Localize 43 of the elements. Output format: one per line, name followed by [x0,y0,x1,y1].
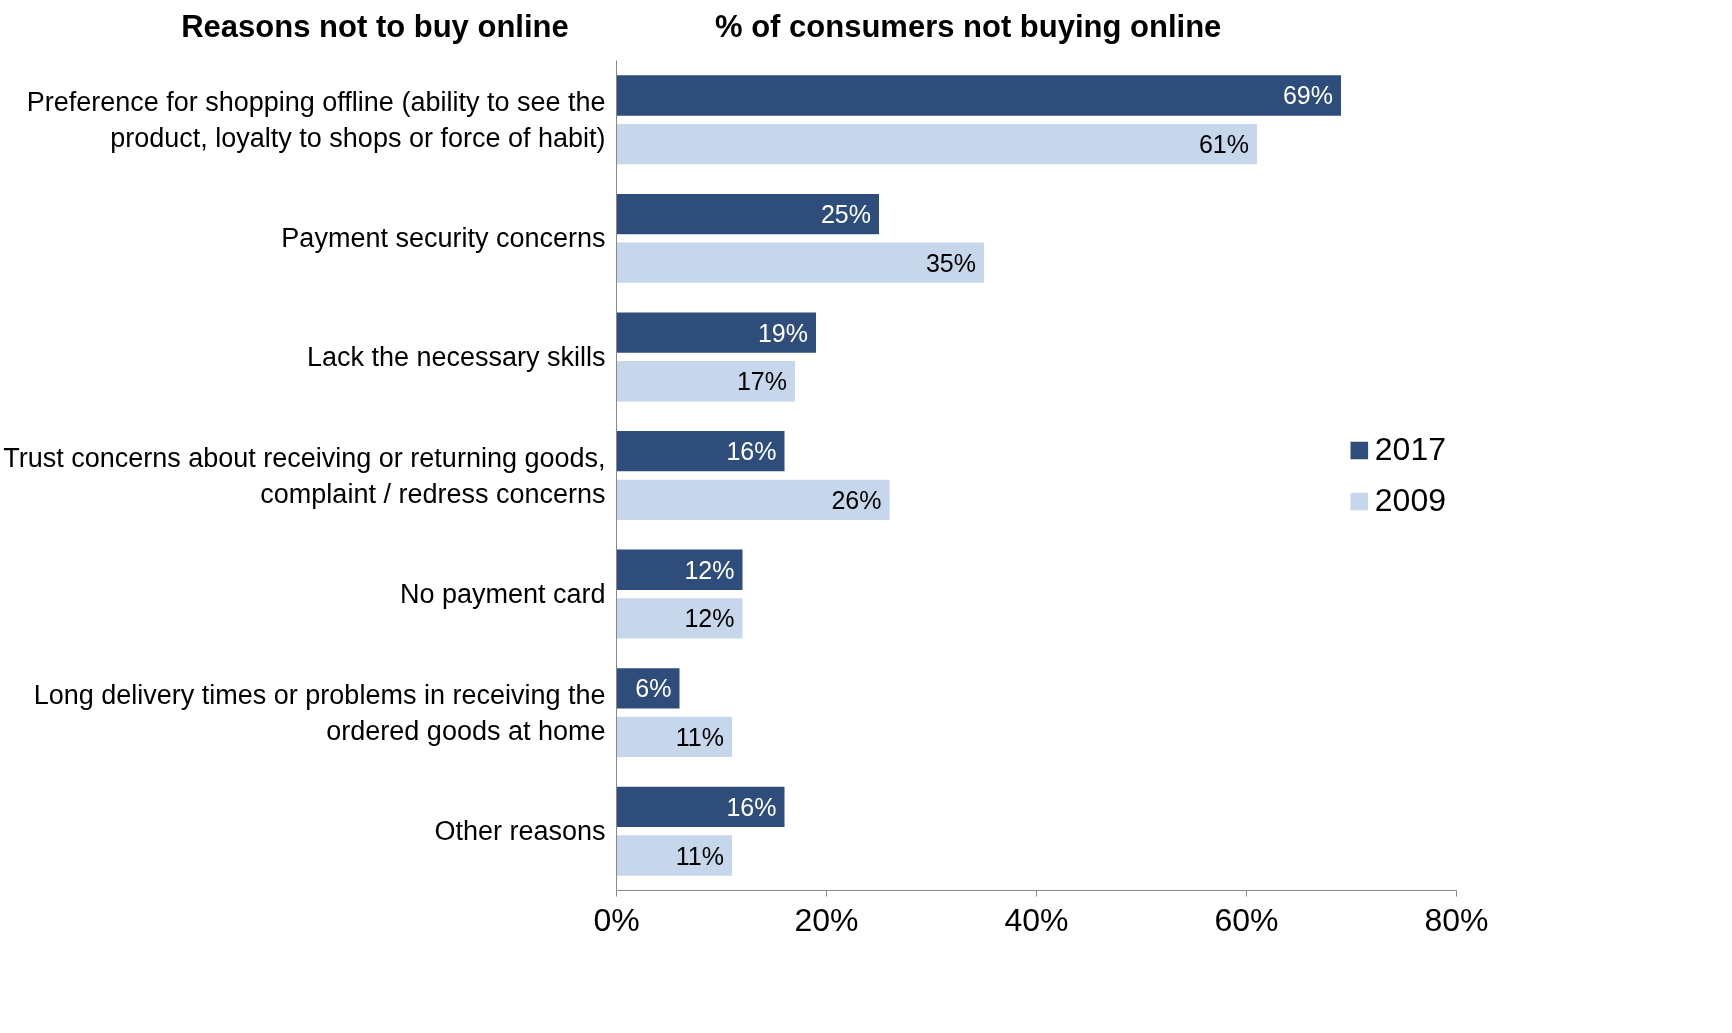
bar [616,549,743,590]
y-axis-title: Reasons not to buy online [181,8,569,46]
bar [616,479,890,520]
data-label: 25% [820,200,872,229]
bar [616,312,816,353]
bar [616,786,785,828]
x-tick-label: 0% [593,901,640,938]
data-label: 12% [684,604,735,633]
data-label: 11% [675,841,725,870]
bar [616,193,879,235]
data-label: 69% [1282,81,1334,110]
y-tick-label: Payment security concerns [281,223,606,254]
data-label: 26% [831,485,882,514]
bar [616,431,785,472]
legend-label: 2009 [1374,482,1446,519]
data-label: 16% [726,437,777,466]
data-label: 12% [684,555,735,584]
data-label: 19% [757,318,809,347]
data-label: 17% [736,367,788,396]
y-tick-label: Preference for shopping offline (ability to see the product, loyalty to shops or force of habit) [26,86,606,153]
y-tick-label: Trust concerns about receiving or returning goods, complaint / redress concerns [3,442,606,509]
data-label: 61% [1198,130,1250,159]
y-tick-label: Long delivery times or problems in receiving the ordered goods at home [33,679,606,746]
data-label: 16% [726,792,777,821]
x-tick-label: 20% [794,901,859,938]
y-tick-label: Other reasons [434,816,606,847]
bar [616,123,1257,165]
y-tick-label: Lack the necessary skills [306,341,606,372]
y-tick-label: No payment card [399,579,606,610]
x-tick-label: 40% [1004,901,1069,938]
chart-title: % of consumers not buying online [715,8,1222,46]
bar [616,242,984,283]
bar [616,361,795,402]
data-label: 11% [675,722,725,751]
data-label: 35% [925,248,977,277]
legend-label: 2017 [1374,431,1446,468]
x-tick-label: 60% [1214,901,1279,938]
data-label: 6% [635,674,672,703]
bar [616,598,743,639]
bar [616,75,1341,116]
bar [616,835,732,876]
x-tick-label: 80% [1424,901,1489,938]
bar [616,716,732,758]
